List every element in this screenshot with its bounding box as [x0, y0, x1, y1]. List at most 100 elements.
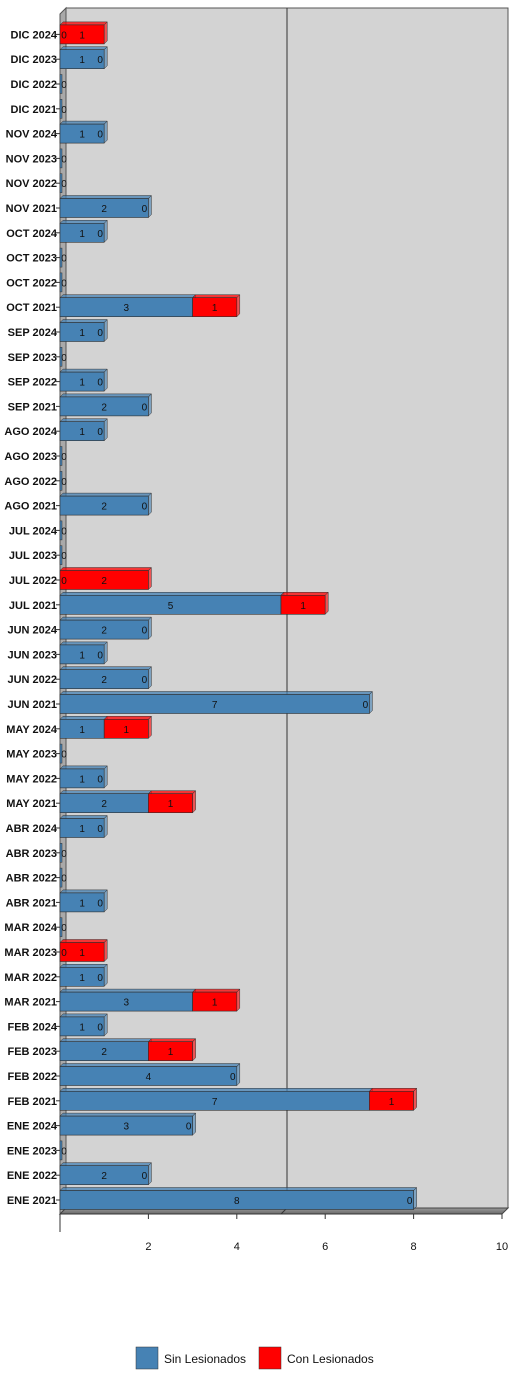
- value-label: 0: [61, 1146, 67, 1157]
- value-label: 2: [101, 576, 107, 587]
- value-label: 1: [79, 948, 85, 959]
- value-label: 1: [389, 1097, 395, 1108]
- bar-sin-lesionados: 1: [59, 46, 108, 70]
- value-label: 7: [212, 1097, 218, 1108]
- value-label: 0: [61, 278, 67, 289]
- bar-sin-lesionados: 1: [59, 1013, 108, 1037]
- legend-label: Con Lesionados: [287, 1352, 374, 1366]
- category-label: MAR 2021: [4, 997, 57, 1009]
- bar-sin-lesionados: 1: [59, 715, 108, 739]
- category-label: FEB 2023: [7, 1046, 57, 1058]
- value-label: 3: [124, 1122, 130, 1133]
- bar-sin-lesionados: 1: [59, 318, 108, 343]
- bar-sin-lesionados: 7: [59, 1087, 374, 1111]
- value-label: 0: [61, 154, 67, 165]
- category-label: DIC 2023: [11, 54, 57, 66]
- bar-sin-lesionados: 2: [59, 393, 153, 417]
- x-tick-label: 10: [496, 1241, 508, 1253]
- category-label: OCT 2021: [6, 302, 57, 314]
- bar-sin-lesionados: 2: [59, 1162, 153, 1186]
- value-label: 3: [124, 998, 130, 1009]
- category-label: ENE 2024: [7, 1121, 58, 1133]
- value-label: 2: [101, 799, 107, 810]
- x-tick-label: 8: [411, 1241, 417, 1253]
- value-label: 2: [101, 626, 107, 637]
- bar-con-lesionados: 1: [280, 591, 329, 615]
- legend-item-con-lesionados: Con Lesionados: [258, 1346, 374, 1370]
- value-label-zero: 0: [97, 824, 103, 835]
- legend-label: Sin Lesionados: [164, 1352, 246, 1366]
- bar-sin-lesionados: 7: [59, 690, 374, 715]
- bar-sin-lesionados: 1: [59, 120, 108, 144]
- bar-sin-lesionados: 1: [59, 368, 108, 392]
- bar-con-lesionados: 1: [59, 938, 108, 963]
- bar-sin-lesionados: 1: [59, 889, 108, 913]
- value-label: 2: [101, 675, 107, 686]
- value-label: 0: [61, 526, 67, 537]
- bar-sin-lesionados: 2: [59, 666, 153, 690]
- legend-item-sin-lesionados: Sin Lesionados: [135, 1346, 246, 1370]
- category-label: DIC 2022: [11, 79, 57, 91]
- value-label-zero: 0: [97, 55, 103, 66]
- category-label: JUL 2023: [9, 550, 57, 562]
- bar-sin-lesionados: 1: [59, 641, 108, 665]
- value-label-zero: 0: [97, 427, 103, 438]
- value-label-zero: 0: [363, 700, 369, 711]
- bar-sin-lesionados: 1: [59, 963, 108, 987]
- legend-swatch: [258, 1346, 282, 1370]
- bar-con-lesionados: 1: [103, 715, 153, 739]
- value-label: 0: [61, 874, 67, 885]
- bar-sin-lesionados: 5: [59, 591, 285, 615]
- bar-con-lesionados: 2: [59, 566, 153, 591]
- value-label-zero: 0: [97, 378, 103, 389]
- category-label: ABR 2023: [6, 848, 57, 860]
- value-label: 0: [61, 80, 67, 91]
- value-label: 5: [168, 601, 174, 612]
- value-label-zero: 0: [97, 774, 103, 785]
- value-label-zero: 0: [230, 1072, 236, 1083]
- bar-sin-lesionados: 2: [59, 616, 153, 640]
- category-label: FEB 2024: [7, 1021, 57, 1033]
- value-label-zero: 0: [142, 204, 148, 215]
- value-label: 1: [79, 650, 85, 661]
- x-tick-label: 4: [234, 1241, 240, 1253]
- value-label-zero: 0: [97, 973, 103, 984]
- category-label: SEP 2022: [8, 377, 57, 389]
- value-label: 2: [101, 502, 107, 513]
- value-label-zero: 0: [97, 130, 103, 141]
- category-label: NOV 2024: [6, 129, 58, 141]
- x-tick-label: 6: [322, 1241, 328, 1253]
- value-label-zero: 0: [61, 30, 67, 41]
- category-label: OCT 2024: [6, 228, 58, 240]
- value-label: 1: [79, 725, 85, 736]
- bar-con-lesionados: 1: [147, 790, 197, 814]
- category-label: MAY 2024: [6, 724, 58, 736]
- category-label: JUN 2023: [7, 649, 57, 661]
- category-label: JUN 2024: [7, 625, 57, 637]
- value-label: 1: [79, 774, 85, 785]
- value-label: 1: [124, 725, 130, 736]
- value-label-zero: 0: [186, 1122, 192, 1133]
- bar-sin-lesionados: 2: [59, 1038, 153, 1062]
- value-label: 1: [79, 824, 85, 835]
- category-label: SEP 2024: [8, 327, 58, 339]
- bar-sin-lesionados: 1: [59, 814, 108, 839]
- category-label: OCT 2022: [6, 277, 57, 289]
- category-label: OCT 2023: [6, 253, 57, 265]
- category-label: JUL 2021: [9, 600, 57, 612]
- value-label: 0: [61, 353, 67, 364]
- value-label: 2: [101, 402, 107, 413]
- bar-sin-lesionados: 8: [59, 1186, 418, 1211]
- bar-sin-lesionados: 3: [59, 294, 197, 318]
- value-label-zero: 0: [142, 502, 148, 513]
- value-label: 1: [79, 1022, 85, 1033]
- value-label: 1: [79, 30, 85, 41]
- value-label: 1: [300, 601, 306, 612]
- value-label: 0: [61, 105, 67, 116]
- legend-swatch: [135, 1346, 159, 1370]
- value-label: 0: [61, 452, 67, 463]
- value-label: 1: [79, 229, 85, 240]
- category-label: JUN 2022: [7, 674, 57, 686]
- value-label: 0: [61, 551, 67, 562]
- value-label: 1: [212, 303, 218, 314]
